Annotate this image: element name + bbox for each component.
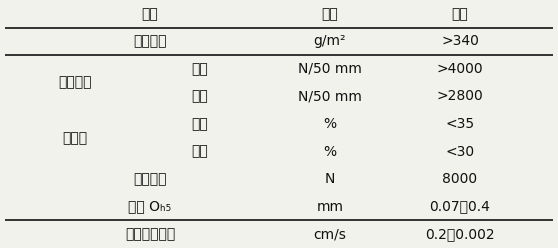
Text: 抗拉强度: 抗拉强度 <box>58 76 92 90</box>
Text: 纵向: 纵向 <box>191 62 208 76</box>
Text: 项目: 项目 <box>142 7 158 21</box>
Text: >4000: >4000 <box>437 62 483 76</box>
Text: %: % <box>324 145 336 158</box>
Text: <35: <35 <box>445 117 474 131</box>
Text: 顶破强度: 顶破强度 <box>133 172 167 186</box>
Text: <30: <30 <box>445 145 474 158</box>
Text: N/50 mm: N/50 mm <box>298 90 362 103</box>
Text: 0.2～0.002: 0.2～0.002 <box>425 227 495 241</box>
Text: 0.07～0.4: 0.07～0.4 <box>430 200 490 214</box>
Text: 横向: 横向 <box>191 90 208 103</box>
Text: 垂直渗透系数: 垂直渗透系数 <box>125 227 175 241</box>
Text: N/50 mm: N/50 mm <box>298 62 362 76</box>
Text: 纵向: 纵向 <box>191 117 208 131</box>
Text: %: % <box>324 117 336 131</box>
Text: 单位质量: 单位质量 <box>133 34 167 48</box>
Text: 延伸率: 延伸率 <box>62 131 88 145</box>
Text: g/m²: g/m² <box>314 34 347 48</box>
Text: 横向: 横向 <box>191 145 208 158</box>
Text: >2800: >2800 <box>436 90 483 103</box>
Text: 孔径 Oₕ₅: 孔径 Oₕ₅ <box>128 200 171 214</box>
Text: 8000: 8000 <box>442 172 478 186</box>
Text: 单位: 单位 <box>321 7 338 21</box>
Text: 指标: 指标 <box>451 7 468 21</box>
Text: >340: >340 <box>441 34 479 48</box>
Text: N: N <box>325 172 335 186</box>
Text: cm/s: cm/s <box>314 227 347 241</box>
Text: mm: mm <box>316 200 344 214</box>
